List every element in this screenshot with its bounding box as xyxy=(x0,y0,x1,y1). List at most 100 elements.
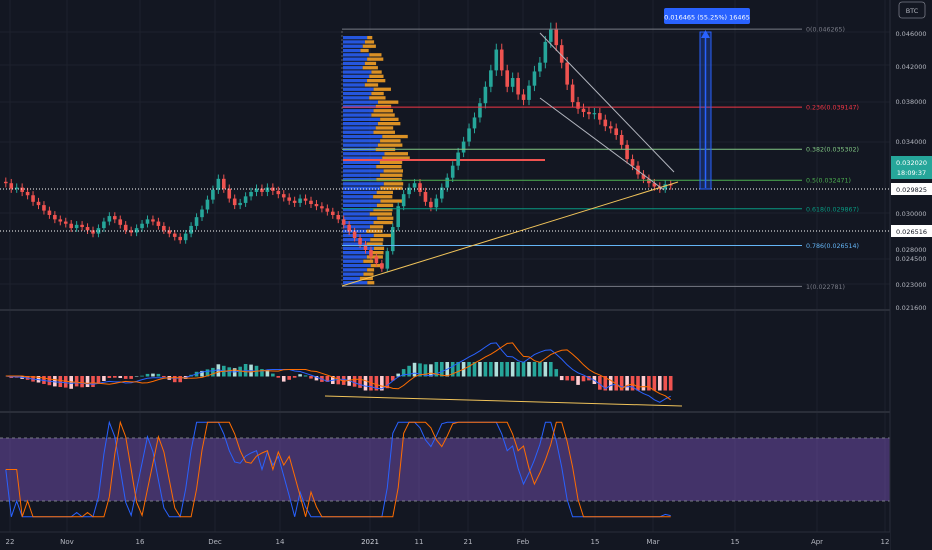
price-tick-label: 0.038000 xyxy=(895,98,926,106)
volume-profile-bar-base xyxy=(343,259,364,263)
volume-profile-bar-base xyxy=(343,40,365,44)
price-axis[interactable]: 0.046000 0.042000 0.038000 0.034000 0.030000… xyxy=(889,0,932,550)
volume-profile-bar-base xyxy=(343,79,368,83)
time-tick-label: 22 xyxy=(6,538,15,546)
candle-body xyxy=(25,191,30,196)
candle-body xyxy=(292,200,297,203)
macd-histogram-bar xyxy=(145,373,150,377)
macd-histogram-bar xyxy=(565,376,569,381)
candle-body xyxy=(570,84,575,103)
candle-body xyxy=(140,223,144,229)
price-range-measure[interactable]: 0.016465 (55.25%) 16465 xyxy=(664,8,750,190)
time-tick-label: Nov xyxy=(60,538,74,546)
candle-body xyxy=(489,70,493,87)
volume-profile-bar-base xyxy=(343,238,371,242)
volume-profile-bar-base xyxy=(343,36,368,40)
macd-histogram-bar xyxy=(429,364,433,377)
volume-profile-bar-base xyxy=(343,165,377,169)
volume-profile-bar-base xyxy=(343,48,361,53)
candle-body xyxy=(102,221,106,229)
fib-level-label: 0.236(0.039147) xyxy=(806,105,859,112)
volume-profile-bar-base xyxy=(343,208,374,212)
volume-profile-bar-extra xyxy=(375,104,392,109)
candle-body xyxy=(85,227,90,231)
volume-profile-bar-extra xyxy=(380,173,403,177)
volume-profile-bar-extra xyxy=(367,36,373,40)
candle-body xyxy=(4,181,8,184)
candle-body xyxy=(510,78,515,87)
macd-histogram-bar xyxy=(396,373,400,377)
volume-profile-bar-extra xyxy=(369,53,382,57)
measure-label: 0.016465 (55.25%) 16465 xyxy=(664,14,750,22)
volume-profile-bar-extra xyxy=(379,160,403,164)
volume-profile-bar-base xyxy=(343,272,364,276)
candle-body xyxy=(385,251,390,269)
candle-body xyxy=(440,187,444,199)
volume-profile-bar-base xyxy=(343,113,372,117)
volume-profile-bar-extra xyxy=(376,203,394,207)
volume-profile-bar-extra xyxy=(380,199,403,203)
candle-body xyxy=(42,205,46,211)
macd-histogram-bar xyxy=(118,376,123,378)
volume-profile-bar-base xyxy=(343,122,378,126)
fibonacci-retracement[interactable]: 0(0.046265) 0.236(0.039147) 0.382(0.035302… xyxy=(341,27,859,291)
volume-profile-bar-extra xyxy=(363,259,374,263)
macd-signal-line xyxy=(5,342,671,401)
candle-body xyxy=(565,62,569,85)
measure-label-box xyxy=(664,8,750,24)
candle-body xyxy=(91,230,95,234)
candle-body xyxy=(134,228,139,233)
macd-histogram-bar xyxy=(614,376,618,391)
macd-histogram-bar xyxy=(489,362,493,377)
candle-body xyxy=(461,141,466,153)
macd-histogram-bar xyxy=(581,376,586,382)
volume-profile-bar-base xyxy=(343,126,376,130)
time-axis[interactable]: 22 Nov 16 Dec 14 2021 11 21 Feb 15 Mar 15 Apr 12 xyxy=(0,531,890,550)
candle-body xyxy=(74,224,79,229)
measure-arrow-head-icon xyxy=(701,30,710,38)
candle-body xyxy=(434,198,439,208)
macd-histogram-bar xyxy=(516,362,520,377)
candle-body xyxy=(423,191,428,202)
macd-histogram-bar xyxy=(570,376,575,381)
candle-body xyxy=(47,210,52,215)
macd-histogram-bar xyxy=(129,376,133,379)
candle-body xyxy=(630,159,635,166)
candle-body xyxy=(260,188,264,192)
price-axis-background xyxy=(890,0,932,550)
macd-histogram-bar xyxy=(42,376,46,384)
candle-body xyxy=(53,214,57,220)
macd-histogram-bar xyxy=(603,376,608,391)
candle-body xyxy=(619,134,624,145)
trend-drawings[interactable] xyxy=(0,32,890,287)
volume-profile-bar-base xyxy=(343,61,365,66)
candle-body xyxy=(320,206,324,209)
candle-body xyxy=(172,233,177,237)
currency-badge xyxy=(898,1,926,19)
macd-histogram-bar xyxy=(63,376,68,388)
volume-profile-bar-extra xyxy=(367,79,386,83)
volume-profile-bar-extra xyxy=(370,263,384,268)
candle-body xyxy=(505,70,509,87)
macd-histogram-bar xyxy=(608,376,613,391)
currency-label: BTC xyxy=(906,7,919,15)
macd-histogram-bar xyxy=(554,369,559,377)
candle-body xyxy=(123,224,128,231)
candle-body xyxy=(478,103,482,118)
macd-histogram-bar xyxy=(292,376,297,378)
candle-body xyxy=(189,225,193,234)
macd-histogram-bar xyxy=(134,376,139,377)
volume-profile-bar-base xyxy=(343,83,365,87)
macd-histogram-bar xyxy=(281,376,286,382)
volume-profile-bar-extra xyxy=(382,134,408,139)
price-marker-high-tag xyxy=(891,183,932,195)
macd-histogram-bar xyxy=(309,376,313,379)
volume-profile-bar-extra xyxy=(370,251,384,255)
volume-profile-bar-base xyxy=(343,242,367,246)
volume-profile-bar-extra xyxy=(377,143,403,147)
stoch-band xyxy=(0,438,890,501)
volume-profile-bar-extra xyxy=(362,66,378,70)
volume-profile-bar-extra xyxy=(377,100,399,104)
candle-body xyxy=(581,108,586,112)
